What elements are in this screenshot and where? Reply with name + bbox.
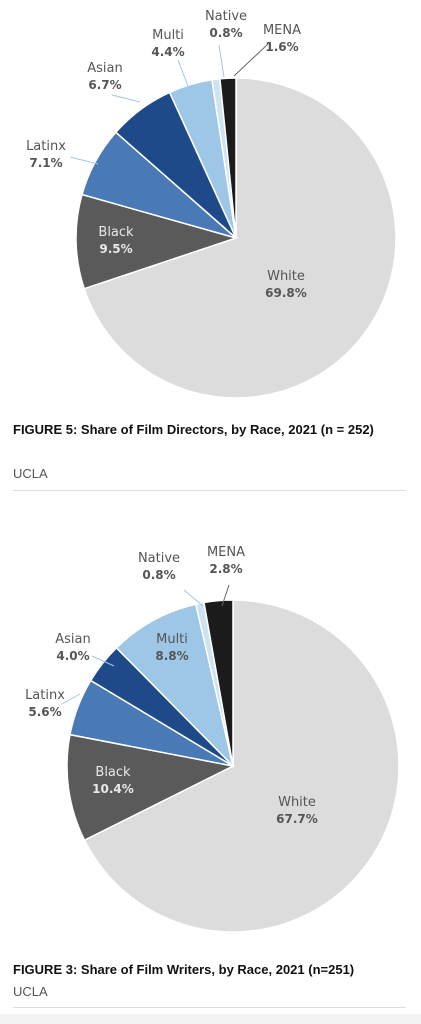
slice-label-multi: Multi	[152, 28, 184, 43]
leader-line-latinx	[69, 156, 99, 165]
leader-line-mena	[221, 584, 230, 607]
slice-label-black: Black	[98, 225, 134, 240]
slice-label-mena: MENA	[207, 545, 245, 560]
pie-chart-writers: White 67.7% Black 10.4% Latinx 5.6% Asian 4.0% M…	[25, 545, 400, 933]
pie-slice-multi	[115, 603, 235, 769]
slice-label-white: White	[267, 269, 305, 284]
slice-value-latinx: 7.1%	[29, 156, 62, 170]
slice-label-multi: Multi	[156, 632, 188, 647]
leader-line-multi	[177, 59, 189, 87]
slice-value-asian: 4.0%	[56, 649, 89, 663]
slice-value-black: 10.4%	[92, 782, 134, 796]
pie-chart-directors: White 69.8% Black 9.5% Latinx 7.1% Asian 6.7% Mu…	[26, 9, 397, 399]
figure-writers: White 67.7% Black 10.4% Latinx 5.6% Asian 4.0% M…	[0, 520, 421, 1010]
pie-slice-black	[66, 733, 236, 842]
slice-value-multi: 4.4%	[151, 45, 184, 59]
page-bottom-band	[0, 1014, 421, 1024]
slice-value-native: 0.8%	[209, 26, 242, 40]
pie-slice-black	[75, 193, 239, 290]
figure-directors: White 69.8% Black 9.5% Latinx 7.1% Asian 6.7% Mu…	[0, 0, 421, 493]
leader-line-native	[183, 589, 204, 607]
slice-value-multi: 8.8%	[155, 649, 188, 663]
pie-slice-mena	[219, 77, 237, 239]
figure-caption: FIGURE 3: Share of Film Writers, by Race…	[13, 962, 355, 977]
divider	[13, 1007, 406, 1008]
slice-label-asian: Asian	[55, 632, 90, 647]
slice-value-native: 0.8%	[142, 568, 175, 582]
slice-value-white: 67.7%	[276, 812, 318, 826]
slice-label-mena: MENA	[263, 23, 301, 38]
leader-line-asian	[111, 94, 141, 103]
leader-line-latinx	[61, 693, 81, 705]
figure-credit: UCLA	[13, 984, 48, 999]
divider	[13, 490, 406, 491]
leader-line-mena	[233, 43, 269, 77]
slice-value-asian: 6.7%	[88, 78, 121, 92]
slice-label-latinx: Latinx	[25, 688, 65, 703]
slice-label-white: White	[278, 795, 316, 810]
slice-label-black: Black	[95, 765, 131, 780]
pie-slice-white	[83, 77, 397, 399]
pie-slice-mena	[203, 599, 234, 767]
slice-value-mena: 1.6%	[265, 40, 298, 54]
slice-value-white: 69.8%	[265, 286, 307, 300]
slice-label-asian: Asian	[87, 61, 122, 76]
slice-value-latinx: 5.6%	[28, 705, 61, 719]
leader-line-native	[218, 44, 225, 78]
pie-slice-white	[83, 599, 400, 933]
slice-value-mena: 2.8%	[209, 562, 242, 576]
slice-label-native: Native	[205, 9, 247, 24]
slice-label-native: Native	[138, 551, 180, 566]
figure-credit: UCLA	[13, 466, 48, 481]
figure-caption: FIGURE 5: Share of Film Directors, by Ra…	[13, 422, 374, 437]
slice-value-black: 9.5%	[99, 242, 132, 256]
slice-label-latinx: Latinx	[26, 139, 66, 154]
leader-line-asian	[91, 655, 115, 667]
